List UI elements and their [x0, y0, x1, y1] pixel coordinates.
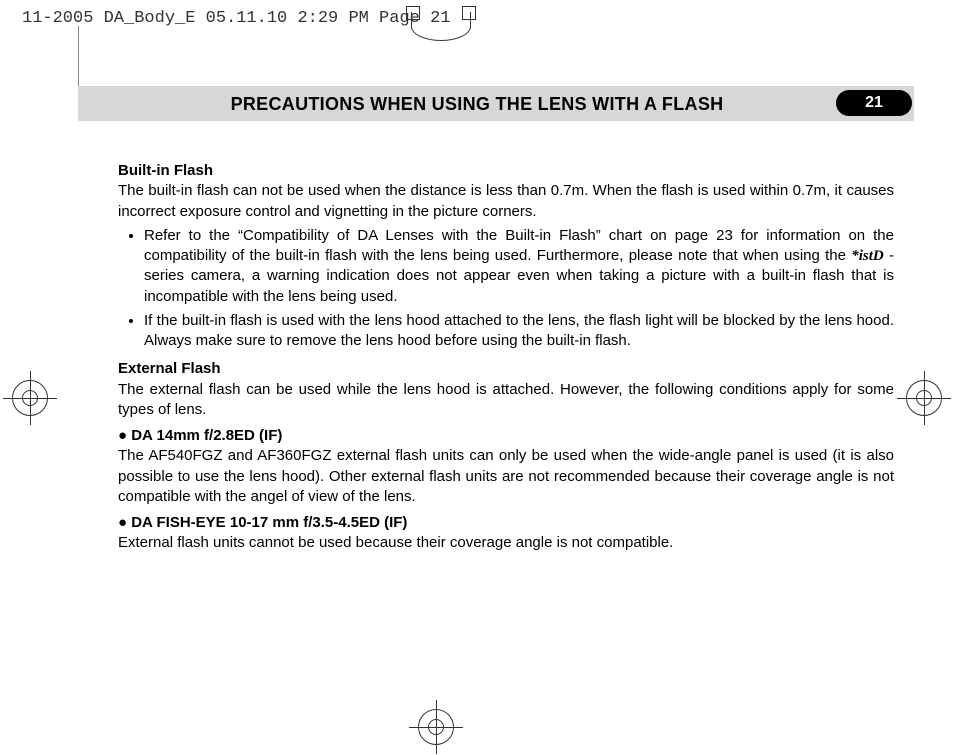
bullet-text-a-pre: Refer to the “Compatibility of DA Lenses…: [144, 227, 894, 264]
brand-istd: *istD: [851, 248, 884, 264]
registration-mark-right: [906, 380, 942, 416]
section-head-builtin: Built-in Flash: [118, 161, 894, 181]
print-slugline: 11-2005 DA_Body_E 05.11.10 2:29 PM Page …: [22, 8, 450, 31]
lens-text-2: External flash units cannot be used beca…: [118, 533, 894, 553]
lens-text-1: The AF540FGZ and AF360FGZ external flash…: [118, 446, 894, 507]
bullet-list: Refer to the “Compatibility of DA Lenses…: [118, 226, 894, 352]
registration-mark-bottom: [418, 709, 454, 745]
crop-guide-vline: [78, 26, 79, 86]
lens-head-1: ● DA 14mm f/2.8ED (IF): [118, 426, 894, 446]
page-number-badge: 21: [836, 90, 912, 116]
crop-mark-top: [411, 12, 471, 41]
section-text-external: The external flash can be used while the…: [118, 380, 894, 421]
bullet-item: Refer to the “Compatibility of DA Lenses…: [144, 226, 894, 307]
lens-head-2: ● DA FISH-EYE 10-17 mm f/3.5-4.5ED (IF): [118, 513, 894, 533]
page-title: PRECAUTIONS WHEN USING THE LENS WITH A F…: [0, 92, 954, 116]
body-content: Built-in Flash The built-in flash can no…: [118, 155, 894, 558]
section-head-external: External Flash: [118, 359, 894, 379]
registration-mark-left: [12, 380, 48, 416]
section-text-builtin: The built-in flash can not be used when …: [118, 181, 894, 222]
bullet-item: If the built-in flash is used with the l…: [144, 311, 894, 352]
